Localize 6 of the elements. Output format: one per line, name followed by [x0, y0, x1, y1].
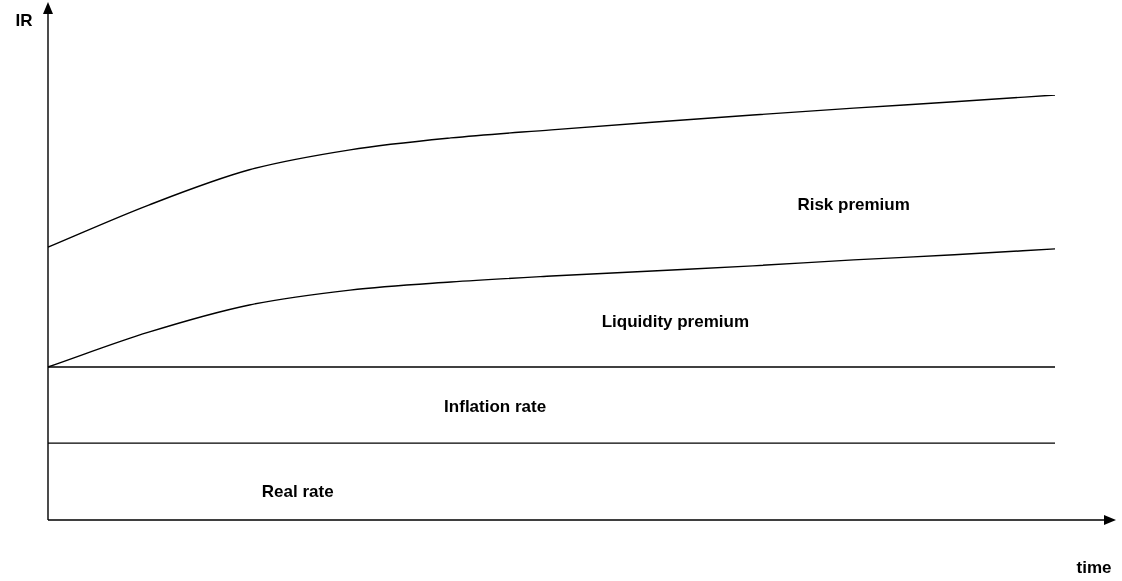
- annotation: Liquidity premium: [601, 312, 750, 332]
- annotation: Inflation rate: [444, 397, 547, 417]
- annotation: Real rate: [261, 482, 334, 502]
- annotation: Risk premium: [797, 194, 910, 214]
- y-axis-title: IR: [15, 10, 33, 30]
- x-axis-title: time: [1076, 557, 1112, 577]
